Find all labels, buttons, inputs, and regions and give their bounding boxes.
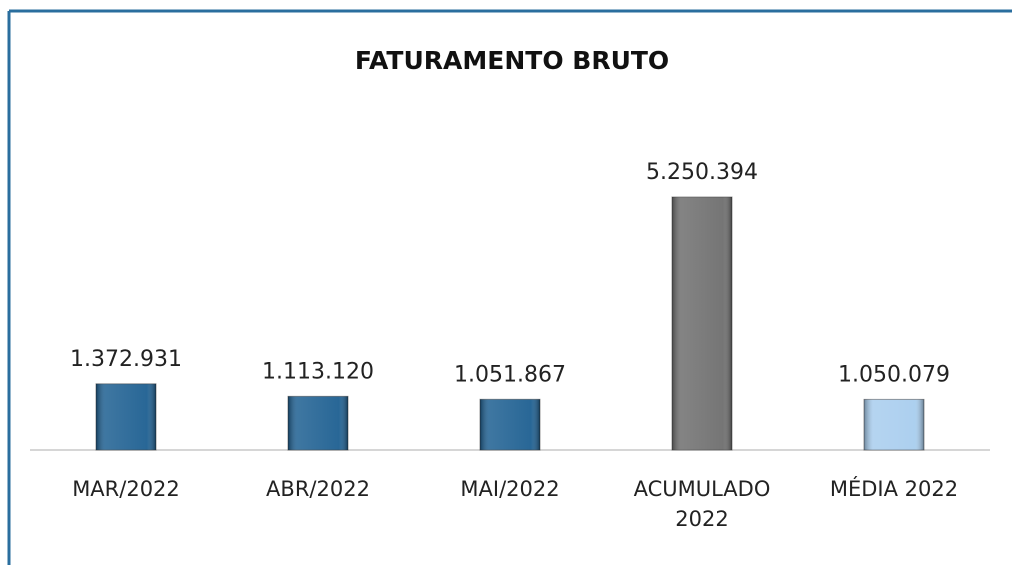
value-label: 1.051.867 xyxy=(454,362,566,387)
chart-title: FATURAMENTO BRUTO xyxy=(355,46,669,75)
bar-shade xyxy=(96,383,156,450)
value-label: 1.050.079 xyxy=(838,362,950,387)
value-label: 5.250.394 xyxy=(646,160,758,185)
value-label: 1.113.120 xyxy=(262,359,374,384)
value-label: 1.372.931 xyxy=(70,347,182,372)
x-tick-label: ABR/2022 xyxy=(266,477,370,501)
x-tick-label: MAR/2022 xyxy=(72,477,180,501)
bar-shade xyxy=(864,399,924,450)
x-tick-label: ACUMULADO 2022 xyxy=(633,477,771,531)
bar-shade xyxy=(672,197,732,450)
x-tick-label: MAI/2022 xyxy=(460,477,560,501)
bar-shade xyxy=(288,396,348,450)
bar-shade xyxy=(480,399,540,450)
x-tick-label: MÉDIA 2022 xyxy=(829,477,959,501)
